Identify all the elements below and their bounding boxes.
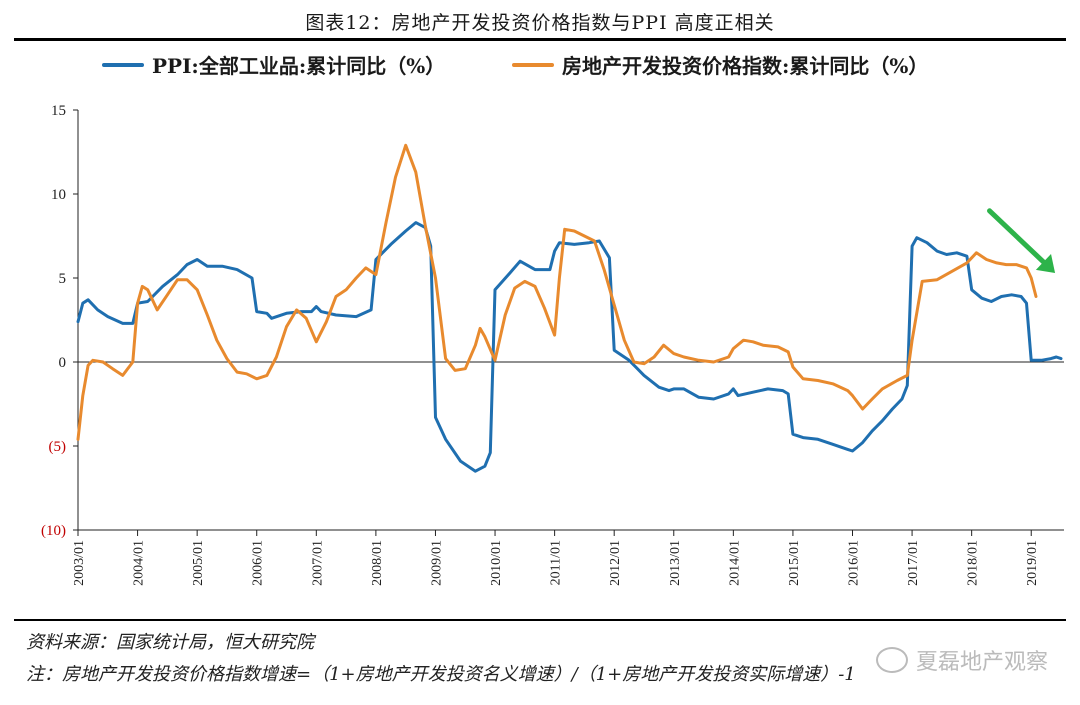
y-tick-label: (10) <box>41 523 66 539</box>
y-tick-label: 10 <box>51 187 66 203</box>
x-tick-label: 2008/01 <box>370 540 385 586</box>
x-tick-label: 2019/01 <box>1025 540 1040 586</box>
y-tick-label: (5) <box>49 439 67 455</box>
legend: PPI:全部工业品:累计同比（%） 房地产开发投资价格指数:累计同比（%） <box>0 50 1080 84</box>
top-rule <box>14 38 1066 41</box>
x-tick-label: 2016/01 <box>847 540 862 586</box>
x-tick-label: 2018/01 <box>966 540 981 586</box>
x-tick-label: 2006/01 <box>251 540 266 586</box>
wechat-icon <box>875 647 908 673</box>
x-tick-label: 2009/01 <box>429 540 444 586</box>
chart-title: 图表12：房地产开发投资价格指数与PPI 高度正相关 <box>305 12 775 34</box>
x-tick-label: 2013/01 <box>668 540 683 586</box>
bottom-rule <box>14 619 1066 621</box>
y-tick-label: 5 <box>59 271 67 287</box>
series-line-price-index <box>76 143 1038 441</box>
watermark-text: 夏磊地产观察 <box>915 650 1048 675</box>
series-line-ppi <box>76 221 1063 473</box>
legend-swatch-price-index <box>512 62 554 67</box>
legend-swatch-ppi <box>102 62 144 67</box>
x-tick-label: 2015/01 <box>787 540 802 586</box>
x-tick-label: 2012/01 <box>608 540 623 586</box>
source-note: 资料来源：国家统计局，恒大研究院 <box>26 632 314 653</box>
legend-label-price-index: 房地产开发投资价格指数:累计同比（%） <box>562 54 929 78</box>
x-tick-label: 2007/01 <box>310 540 325 586</box>
x-tick-label: 2017/01 <box>906 540 921 586</box>
trend-arrow-head <box>1035 253 1056 273</box>
line-chart: 15 10 5 0 (5) (10) 2003/01 2004/01 2005/01 2006/0… <box>41 103 1064 586</box>
trend-arrow-shaft <box>987 208 1046 265</box>
x-tick-label: 2011/01 <box>549 540 564 585</box>
y-tick-label: 0 <box>59 355 67 371</box>
legend-item-price-index: 房地产开发投资价格指数:累计同比（%） <box>512 50 928 79</box>
x-tick-label: 2010/01 <box>489 540 504 586</box>
legend-label-ppi: PPI:全部工业品:累计同比（%） <box>152 54 446 78</box>
legend-item-ppi: PPI:全部工业品:累计同比（%） <box>102 50 445 79</box>
x-tick-label: 2005/01 <box>191 540 206 586</box>
formula-note: 注：房地产开发投资价格指数增速=（1+房地产开发投资名义增速）/（1+房地产开发… <box>26 664 856 685</box>
x-tick-label: 2014/01 <box>727 540 742 586</box>
watermark: 夏磊地产观察 <box>875 644 1048 676</box>
x-tick-label: 2004/01 <box>132 540 147 586</box>
y-tick-label: 15 <box>51 103 66 119</box>
x-tick-label: 2003/01 <box>72 540 87 586</box>
